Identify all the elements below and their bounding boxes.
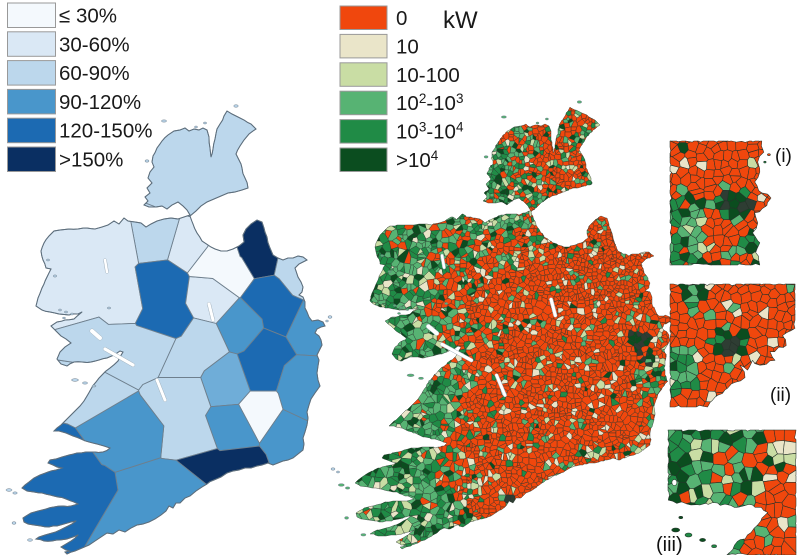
svg-text:0: 0: [396, 7, 407, 30]
svg-text:103-104: 103-104: [396, 120, 464, 144]
svg-text:(i): (i): [775, 146, 792, 167]
svg-text:(iii): (iii): [656, 534, 683, 555]
svg-text:102-103: 102-103: [396, 91, 463, 115]
svg-text:>150%: >150%: [59, 149, 123, 172]
svg-text:(ii): (ii): [770, 385, 791, 406]
svg-text:30-60%: 30-60%: [59, 33, 130, 56]
svg-text:10-100: 10-100: [396, 64, 460, 87]
svg-text:60-90%: 60-90%: [59, 62, 130, 85]
svg-text:kW: kW: [443, 7, 478, 34]
svg-text:10: 10: [396, 35, 419, 58]
svg-text:90-120%: 90-120%: [59, 91, 141, 114]
svg-text:≤ 30%: ≤ 30%: [59, 5, 117, 28]
svg-text:120-150%: 120-150%: [59, 120, 152, 143]
